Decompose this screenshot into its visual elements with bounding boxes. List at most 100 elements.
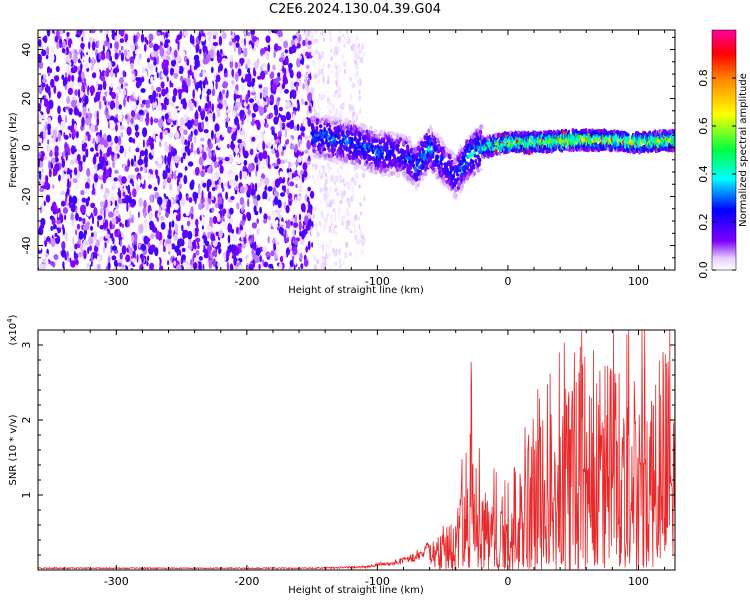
spectrogram-cell bbox=[169, 151, 174, 157]
spectrogram-cell bbox=[250, 30, 255, 36]
spectrogram-cell bbox=[299, 93, 302, 101]
spectrogram-cell bbox=[472, 171, 477, 176]
spectrogram-cell bbox=[180, 197, 185, 206]
spectrogram-cell bbox=[113, 177, 118, 182]
spectrogram-cell bbox=[448, 186, 451, 191]
spectrogram-cell bbox=[246, 256, 251, 264]
spectrogram-cell bbox=[206, 244, 213, 253]
spectrogram-cell bbox=[164, 98, 169, 106]
spectrogram-cell bbox=[72, 236, 75, 246]
spectrogram-cell bbox=[225, 191, 229, 200]
spectrogram-cell bbox=[218, 35, 223, 46]
spectrogram-cell bbox=[359, 198, 362, 204]
spectrogram-cell bbox=[336, 191, 339, 197]
spectrogram-cell bbox=[325, 130, 329, 135]
spectrogram-cell bbox=[171, 82, 174, 88]
spectrogram-cell bbox=[109, 42, 113, 49]
spectrogram-cell bbox=[321, 243, 325, 251]
spectrogram-cell bbox=[302, 228, 308, 235]
spectrogram-cell bbox=[148, 184, 152, 190]
spectrogram-cell bbox=[225, 119, 228, 129]
spectrogram-cell bbox=[218, 63, 224, 72]
spectrogram-cell bbox=[131, 73, 135, 81]
spectrogram-cell bbox=[69, 132, 72, 139]
spectrogram-cell bbox=[239, 158, 243, 163]
spectrogram-cell bbox=[316, 39, 319, 44]
spectrogram-cell bbox=[342, 197, 345, 203]
spectrogram-cell bbox=[119, 252, 123, 260]
spectrogram-cell bbox=[442, 143, 447, 147]
spectrogram-cell bbox=[191, 218, 194, 228]
spectrogram-cell bbox=[195, 100, 199, 109]
spectrogram-cell bbox=[319, 34, 323, 42]
spectrogram-cell bbox=[76, 154, 81, 162]
spectrogram-cell bbox=[129, 178, 134, 184]
spectrogram-cell bbox=[291, 89, 297, 100]
spectrogram-cell bbox=[155, 230, 160, 240]
spectrogram-cell bbox=[55, 65, 60, 73]
spectrogram-cell bbox=[160, 81, 165, 89]
spectrogram-cell bbox=[350, 196, 354, 202]
spectrogram-cell bbox=[142, 139, 145, 148]
spectrogram-cell bbox=[65, 56, 70, 64]
spectrogram-cell bbox=[128, 210, 132, 220]
spectrogram-cell bbox=[361, 33, 365, 39]
spectrogram-cell bbox=[333, 224, 338, 229]
spectrogram-cell bbox=[124, 33, 129, 42]
spectrogram-cell bbox=[268, 30, 272, 35]
spectrogram-cell bbox=[321, 68, 324, 75]
spectrogram-cell bbox=[118, 76, 124, 85]
spectrogram-cell bbox=[297, 156, 303, 163]
spectrogram-cell bbox=[89, 85, 96, 94]
spectrogram-cell bbox=[144, 108, 148, 114]
spectrogram-cell bbox=[419, 171, 423, 176]
spectrogram-cell bbox=[344, 177, 347, 185]
spectrogram-cell bbox=[301, 98, 304, 105]
spectrogram-cell bbox=[230, 143, 236, 149]
spectrogram-cell bbox=[135, 77, 139, 81]
spectrogram-cell bbox=[109, 220, 112, 230]
spectrogram-cell bbox=[186, 119, 192, 130]
spectrogram-cell bbox=[330, 55, 333, 62]
spectrogram-cell bbox=[45, 258, 49, 267]
spectrogram-cell bbox=[239, 185, 245, 194]
spectrogram-cell bbox=[290, 217, 294, 222]
spectrogram-cell bbox=[64, 106, 70, 111]
spectrogram-cell bbox=[209, 216, 213, 226]
spectrogram-cell bbox=[335, 40, 339, 47]
spectrogram-cell bbox=[63, 149, 66, 157]
spectrogram-cell bbox=[202, 43, 206, 53]
spectrogram-cell bbox=[251, 233, 255, 244]
spectrogram-cell bbox=[248, 98, 255, 103]
spectrogram-cell bbox=[303, 119, 308, 127]
spectrogram-cell bbox=[75, 212, 79, 221]
spectrogram-cell bbox=[65, 151, 68, 161]
spectrogram-cell bbox=[171, 157, 174, 163]
spectrogram-cell bbox=[114, 233, 118, 238]
spectrogram-cell bbox=[146, 261, 149, 267]
spectrogram-cell bbox=[202, 69, 206, 76]
spectrogram-cell bbox=[101, 40, 105, 45]
spectrogram-cell bbox=[165, 86, 169, 95]
spectrogram-cell bbox=[361, 239, 365, 247]
spectrogram-cell bbox=[82, 30, 86, 38]
spectrogram-cell bbox=[288, 244, 293, 250]
spectrogram-cell bbox=[341, 220, 344, 227]
spectrogram-cell bbox=[308, 105, 312, 112]
spectrogram-cell bbox=[248, 163, 253, 173]
spectrogram-cell bbox=[157, 175, 160, 186]
spectrogram-cell bbox=[47, 72, 51, 77]
spectrogram-cell bbox=[162, 251, 166, 262]
spectrogram-cell bbox=[141, 99, 147, 105]
spectrogram-cell bbox=[217, 83, 222, 90]
spectrogram-cell bbox=[114, 200, 118, 207]
spectrogram-cell bbox=[229, 178, 234, 186]
spectrogram-cell bbox=[114, 35, 117, 42]
spectrogram-cell bbox=[284, 49, 288, 54]
spectrogram-cell bbox=[75, 130, 79, 139]
spectrogram-cell bbox=[240, 58, 244, 67]
spectrogram-cell bbox=[54, 75, 60, 82]
spectrogram-cell bbox=[427, 128, 431, 134]
spectrogram-cell bbox=[121, 232, 124, 239]
spectrogram-cell bbox=[272, 162, 277, 167]
